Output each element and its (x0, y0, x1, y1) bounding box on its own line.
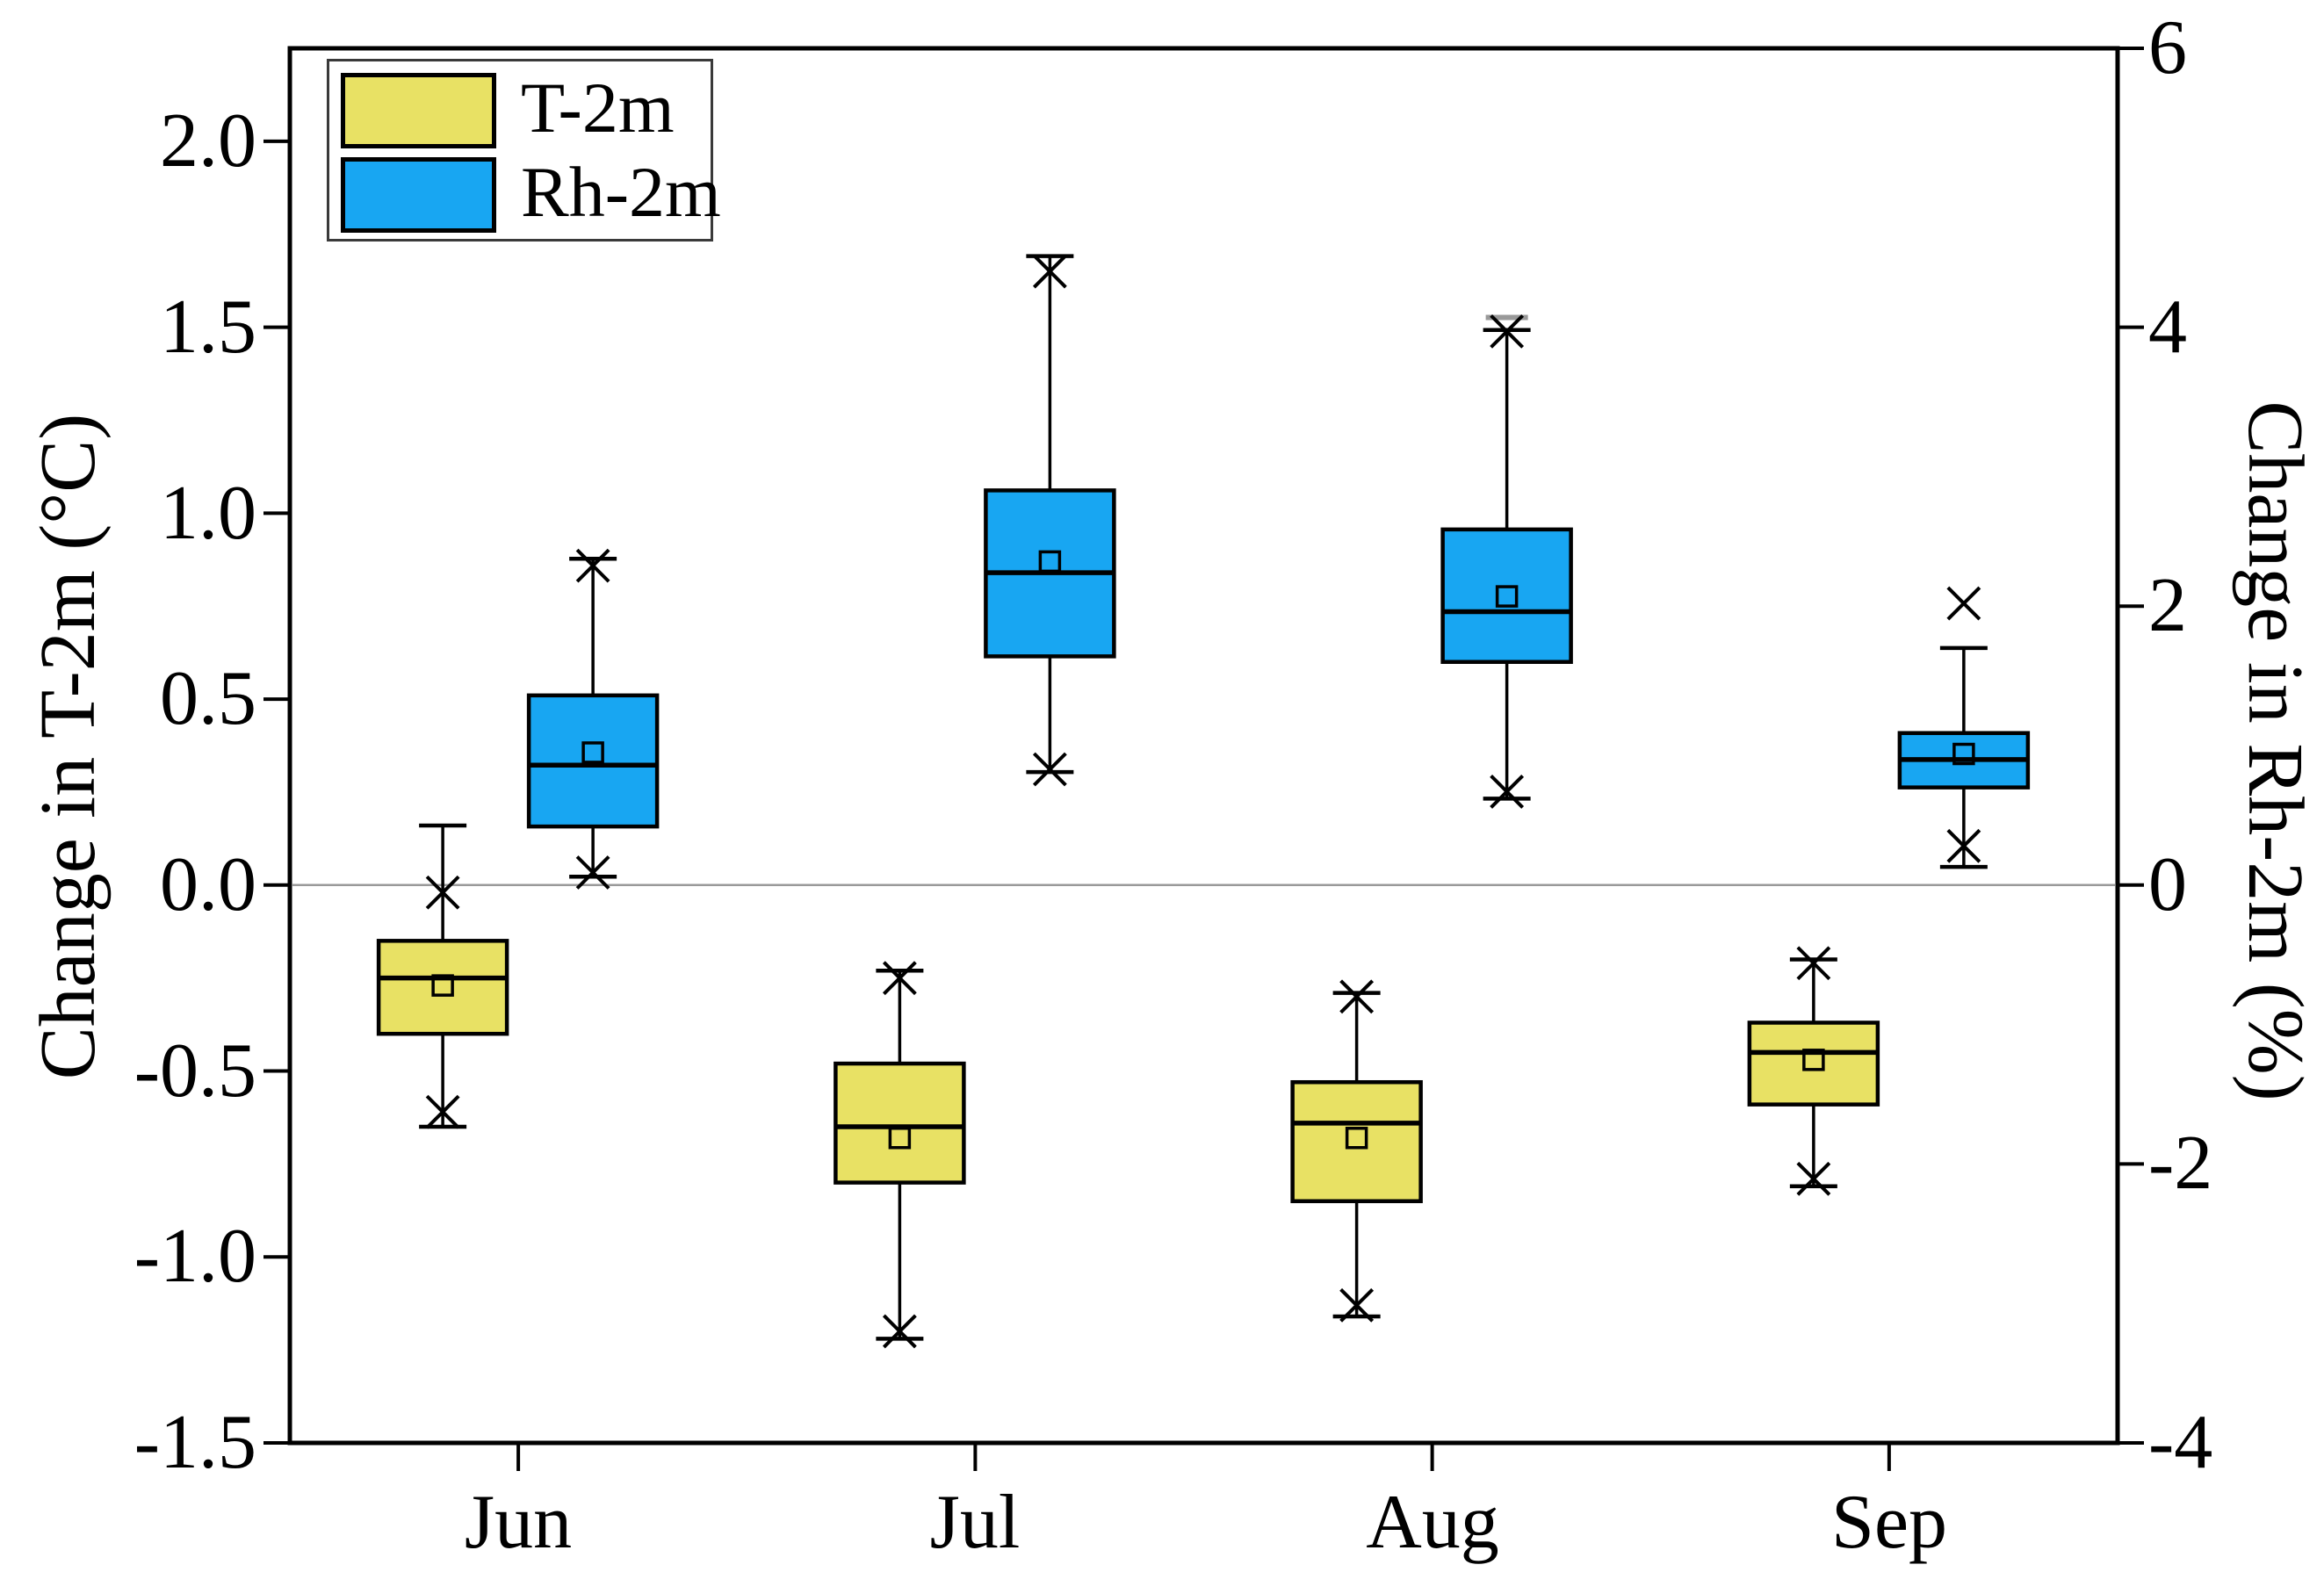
left-tick-label: -1.0 (134, 1214, 256, 1299)
left-tick-label: -0.5 (134, 1028, 256, 1114)
mean-marker-t-2m-sep (1802, 1049, 1825, 1071)
x-marker-x_low-rh-2m-aug (1490, 774, 1525, 809)
left-tick-label: 2.0 (160, 98, 256, 184)
legend-swatch-rh2m (341, 157, 496, 233)
x-marker-x_low-t-2m-jul (882, 1314, 917, 1349)
box-t-2m-aug (1290, 1079, 1423, 1203)
right-tick-label: -2 (2148, 1121, 2213, 1206)
mean-marker-rh-2m-jul (1038, 550, 1062, 573)
legend-label-rh2m: Rh-2m (521, 152, 721, 232)
box-t-2m-jul (834, 1061, 966, 1185)
plot-frame (287, 46, 2120, 1446)
x-marker-x_low-rh-2m-sep (1946, 828, 1981, 863)
legend: T-2m Rh-2m (327, 59, 721, 242)
mean-marker-rh-2m-aug (1495, 585, 1519, 608)
left-axis-title: Change in T-2m (°C) (25, 413, 112, 1080)
left-tick-label: 0.5 (160, 656, 256, 741)
x-marker-x_low-rh-2m-jul (1032, 752, 1067, 787)
legend-label-t2m: T-2m (521, 68, 675, 148)
right-tick-label: 4 (2148, 285, 2187, 370)
box-rh-2m-aug (1440, 527, 1573, 664)
x-marker-x_high-rh-2m-jul (1032, 254, 1067, 289)
mean-marker-t-2m-jul (888, 1127, 912, 1150)
x-marker-x_low-t-2m-aug (1339, 1287, 1375, 1323)
x-marker-x_high-t-2m-jun (425, 875, 460, 910)
x-marker-x_high-t-2m-sep (1796, 946, 1831, 981)
right-tick-label: 0 (2148, 842, 2187, 927)
x-marker-x_high-rh-2m-aug (1490, 314, 1525, 349)
right-axis-title: Change in Rh-2m (%) (2232, 400, 2319, 1101)
x-tick-label-aug: Aug (1366, 1480, 1499, 1565)
x-tick-label-jun: Jun (464, 1480, 573, 1565)
left-tick-label: 0.0 (160, 842, 256, 927)
left-tick-label: -1.5 (134, 1400, 256, 1485)
left-tick-label: 1.5 (160, 285, 256, 370)
box-t-2m-jun (376, 939, 509, 1036)
right-tick-label: 2 (2148, 563, 2187, 648)
mean-marker-rh-2m-jun (581, 741, 604, 764)
x-marker-x_high-t-2m-jul (882, 961, 917, 996)
left-tick-label: 1.0 (160, 471, 256, 556)
x-tick-label-sep: Sep (1831, 1480, 1947, 1565)
x-marker-x_high-rh-2m-jun (575, 548, 610, 583)
x-tick-label-jul: Jul (929, 1480, 1021, 1565)
right-tick-label: 6 (2148, 5, 2187, 90)
mean-marker-rh-2m-sep (1952, 742, 1975, 766)
mean-marker-t-2m-jun (431, 974, 454, 997)
mean-marker-t-2m-aug (1345, 1127, 1368, 1150)
x-marker-x_low-t-2m-sep (1796, 1161, 1831, 1196)
legend-swatch-t2m (341, 73, 496, 148)
x-marker-x_high-t-2m-aug (1339, 979, 1375, 1014)
x-marker-x_low-t-2m-jun (425, 1094, 460, 1129)
x-marker-x_high-rh-2m-sep (1946, 586, 1981, 621)
x-marker-x_low-rh-2m-jun (575, 855, 610, 890)
right-tick-label: -4 (2148, 1400, 2213, 1485)
box-t-2m-sep (1747, 1020, 1880, 1107)
